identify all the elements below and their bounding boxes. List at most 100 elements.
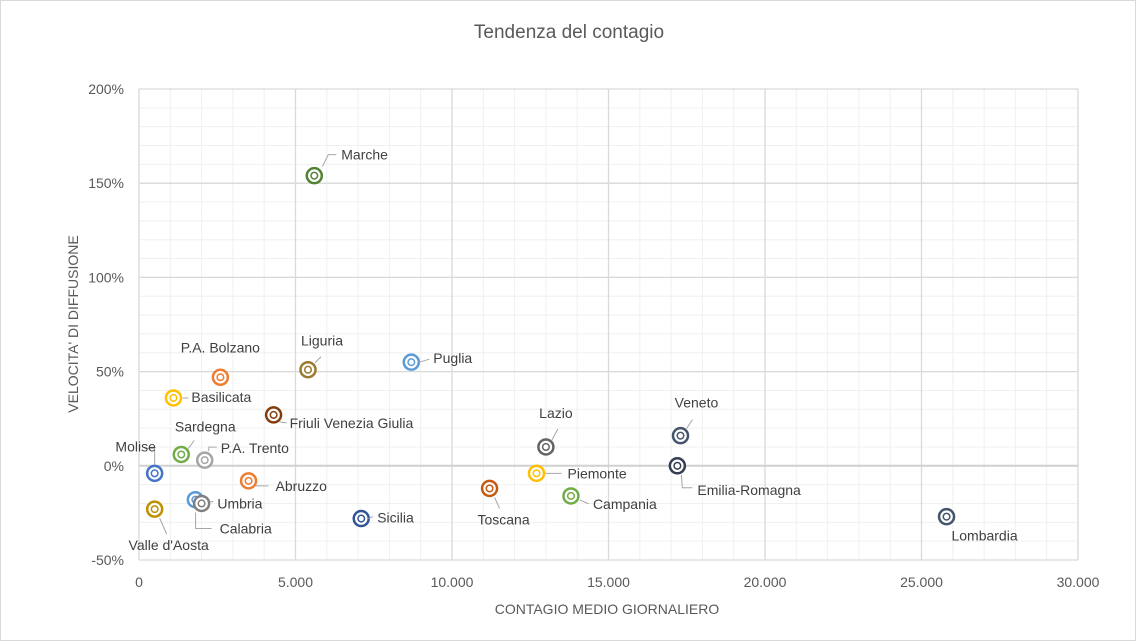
data-point-valle-d-aosta: Valle d'Aosta [129,500,209,553]
data-point-liguria: Liguria [299,333,343,379]
leader-line [579,499,590,505]
marker-outer-ring [192,494,211,513]
point-label: Marche [341,147,388,163]
data-point-abruzzo: Abruzzo [239,472,327,494]
leader-line [686,419,693,429]
point-label: Basilicata [191,389,251,405]
point-label: Liguria [301,333,343,349]
data-point-emilia-romagna: Emilia-Romagna [668,457,801,498]
marker-outer-ring [480,479,499,498]
data-point-sicilia: Sicilia [352,509,414,528]
y-tick-label: 50% [96,364,124,380]
data-point-puglia: Puglia [402,350,472,371]
marker-inner-ring [303,365,313,374]
marker-inner-ring [169,393,178,403]
data-points: Marche P.A. Bolzano Liguria Puglia Basilicat… [115,147,1017,553]
marker-outer-ring [211,368,230,387]
data-point-friuli-venezia-giulia: Friuli Venezia Giulia [264,406,414,431]
point-label: Lombardia [951,528,1017,544]
marker-outer-ring [145,500,164,518]
y-tick-label: 200% [88,81,124,97]
marker-inner-ring [676,431,685,440]
marker-outer-ring [537,438,555,456]
marker-inner-ring [150,505,159,514]
y-tick-label: 150% [88,175,124,191]
data-point-p-a-trento: P.A. Trento [195,440,289,469]
point-label: Campania [593,496,657,512]
point-label: Sicilia [377,510,414,526]
marker-outer-ring [195,451,214,469]
marker-outer-ring [562,487,580,505]
point-label: Piemonte [568,465,627,481]
x-tick-label: 15.000 [587,574,630,590]
marker-inner-ring [485,484,494,493]
marker-inner-ring [532,469,541,478]
marker-inner-ring [200,456,209,465]
leader-line [144,447,156,465]
leader-line [195,512,212,529]
data-point-lombardia: Lombardia [937,507,1018,544]
y-tick-label: 0% [104,458,124,474]
marker-outer-ring [172,445,191,464]
point-label: Veneto [675,395,719,411]
leader-line [419,358,430,363]
x-tick-label: 5.000 [278,574,313,590]
data-point-campania: Campania [562,487,657,512]
x-tick-label: 25.000 [900,574,943,590]
leader-line [187,440,195,449]
marker-outer-ring [352,509,370,528]
point-label: Valle d'Aosta [129,537,209,553]
leader-line [680,474,693,489]
data-point-sardegna: Sardegna [172,418,236,464]
marker-outer-ring [264,406,283,424]
marker-inner-ring [357,514,366,523]
marker-inner-ring [197,499,206,508]
y-tick-label: 100% [88,269,124,285]
x-tick-label: 30.000 [1057,574,1100,590]
y-tick-label: -50% [91,552,124,568]
marker-outer-ring [937,507,956,526]
marker-inner-ring [150,469,159,478]
marker-inner-ring [216,373,225,382]
marker-outer-ring [668,457,687,475]
data-point-calabria: Calabria [192,494,272,536]
marker-inner-ring [244,476,253,485]
y-axis-ticks: -50% 0% 50% 100% 150% 200% [88,81,124,568]
marker-inner-ring [541,442,550,452]
point-label: Molise [115,438,156,454]
leader-line [494,497,501,509]
marker-outer-ring [305,166,324,185]
leader-line [279,421,287,424]
data-point-basilicata: Basilicata [164,389,252,407]
point-label: Emilia-Romagna [697,482,801,498]
marker-inner-ring [673,461,682,470]
x-tick-label: 10.000 [431,574,474,590]
x-tick-label: 0 [135,574,143,590]
data-point-molise: Molise [115,438,164,483]
marker-outer-ring [671,426,690,445]
marker-outer-ring [239,472,258,490]
x-tick-label: 20.000 [744,574,787,590]
marker-inner-ring [177,450,186,459]
data-point-lazio: Lazio [537,405,573,456]
x-axis-title: CONTAGIO MEDIO GIORNALIERO [495,601,720,617]
point-label: P.A. Trento [221,440,289,456]
point-label: P.A. Bolzano [181,339,260,355]
marker-outer-ring [299,360,317,379]
marker-outer-ring [402,353,421,371]
leader-line [314,356,322,364]
marker-inner-ring [310,171,319,180]
marker-outer-ring [527,464,546,483]
leader-line [208,446,217,452]
marker-inner-ring [566,491,575,500]
data-point-piemonte: Piemonte [527,464,627,483]
point-label: Puglia [433,350,472,366]
marker-outer-ring [145,464,164,483]
y-axis-title: VELOCITA' DI DIFFUSIONE [65,235,81,412]
marker-inner-ring [942,512,951,521]
data-point-p-a-bolzano: P.A. Bolzano [181,339,260,387]
major-gridlines [138,88,1079,561]
data-point-toscana: Toscana [477,479,530,527]
